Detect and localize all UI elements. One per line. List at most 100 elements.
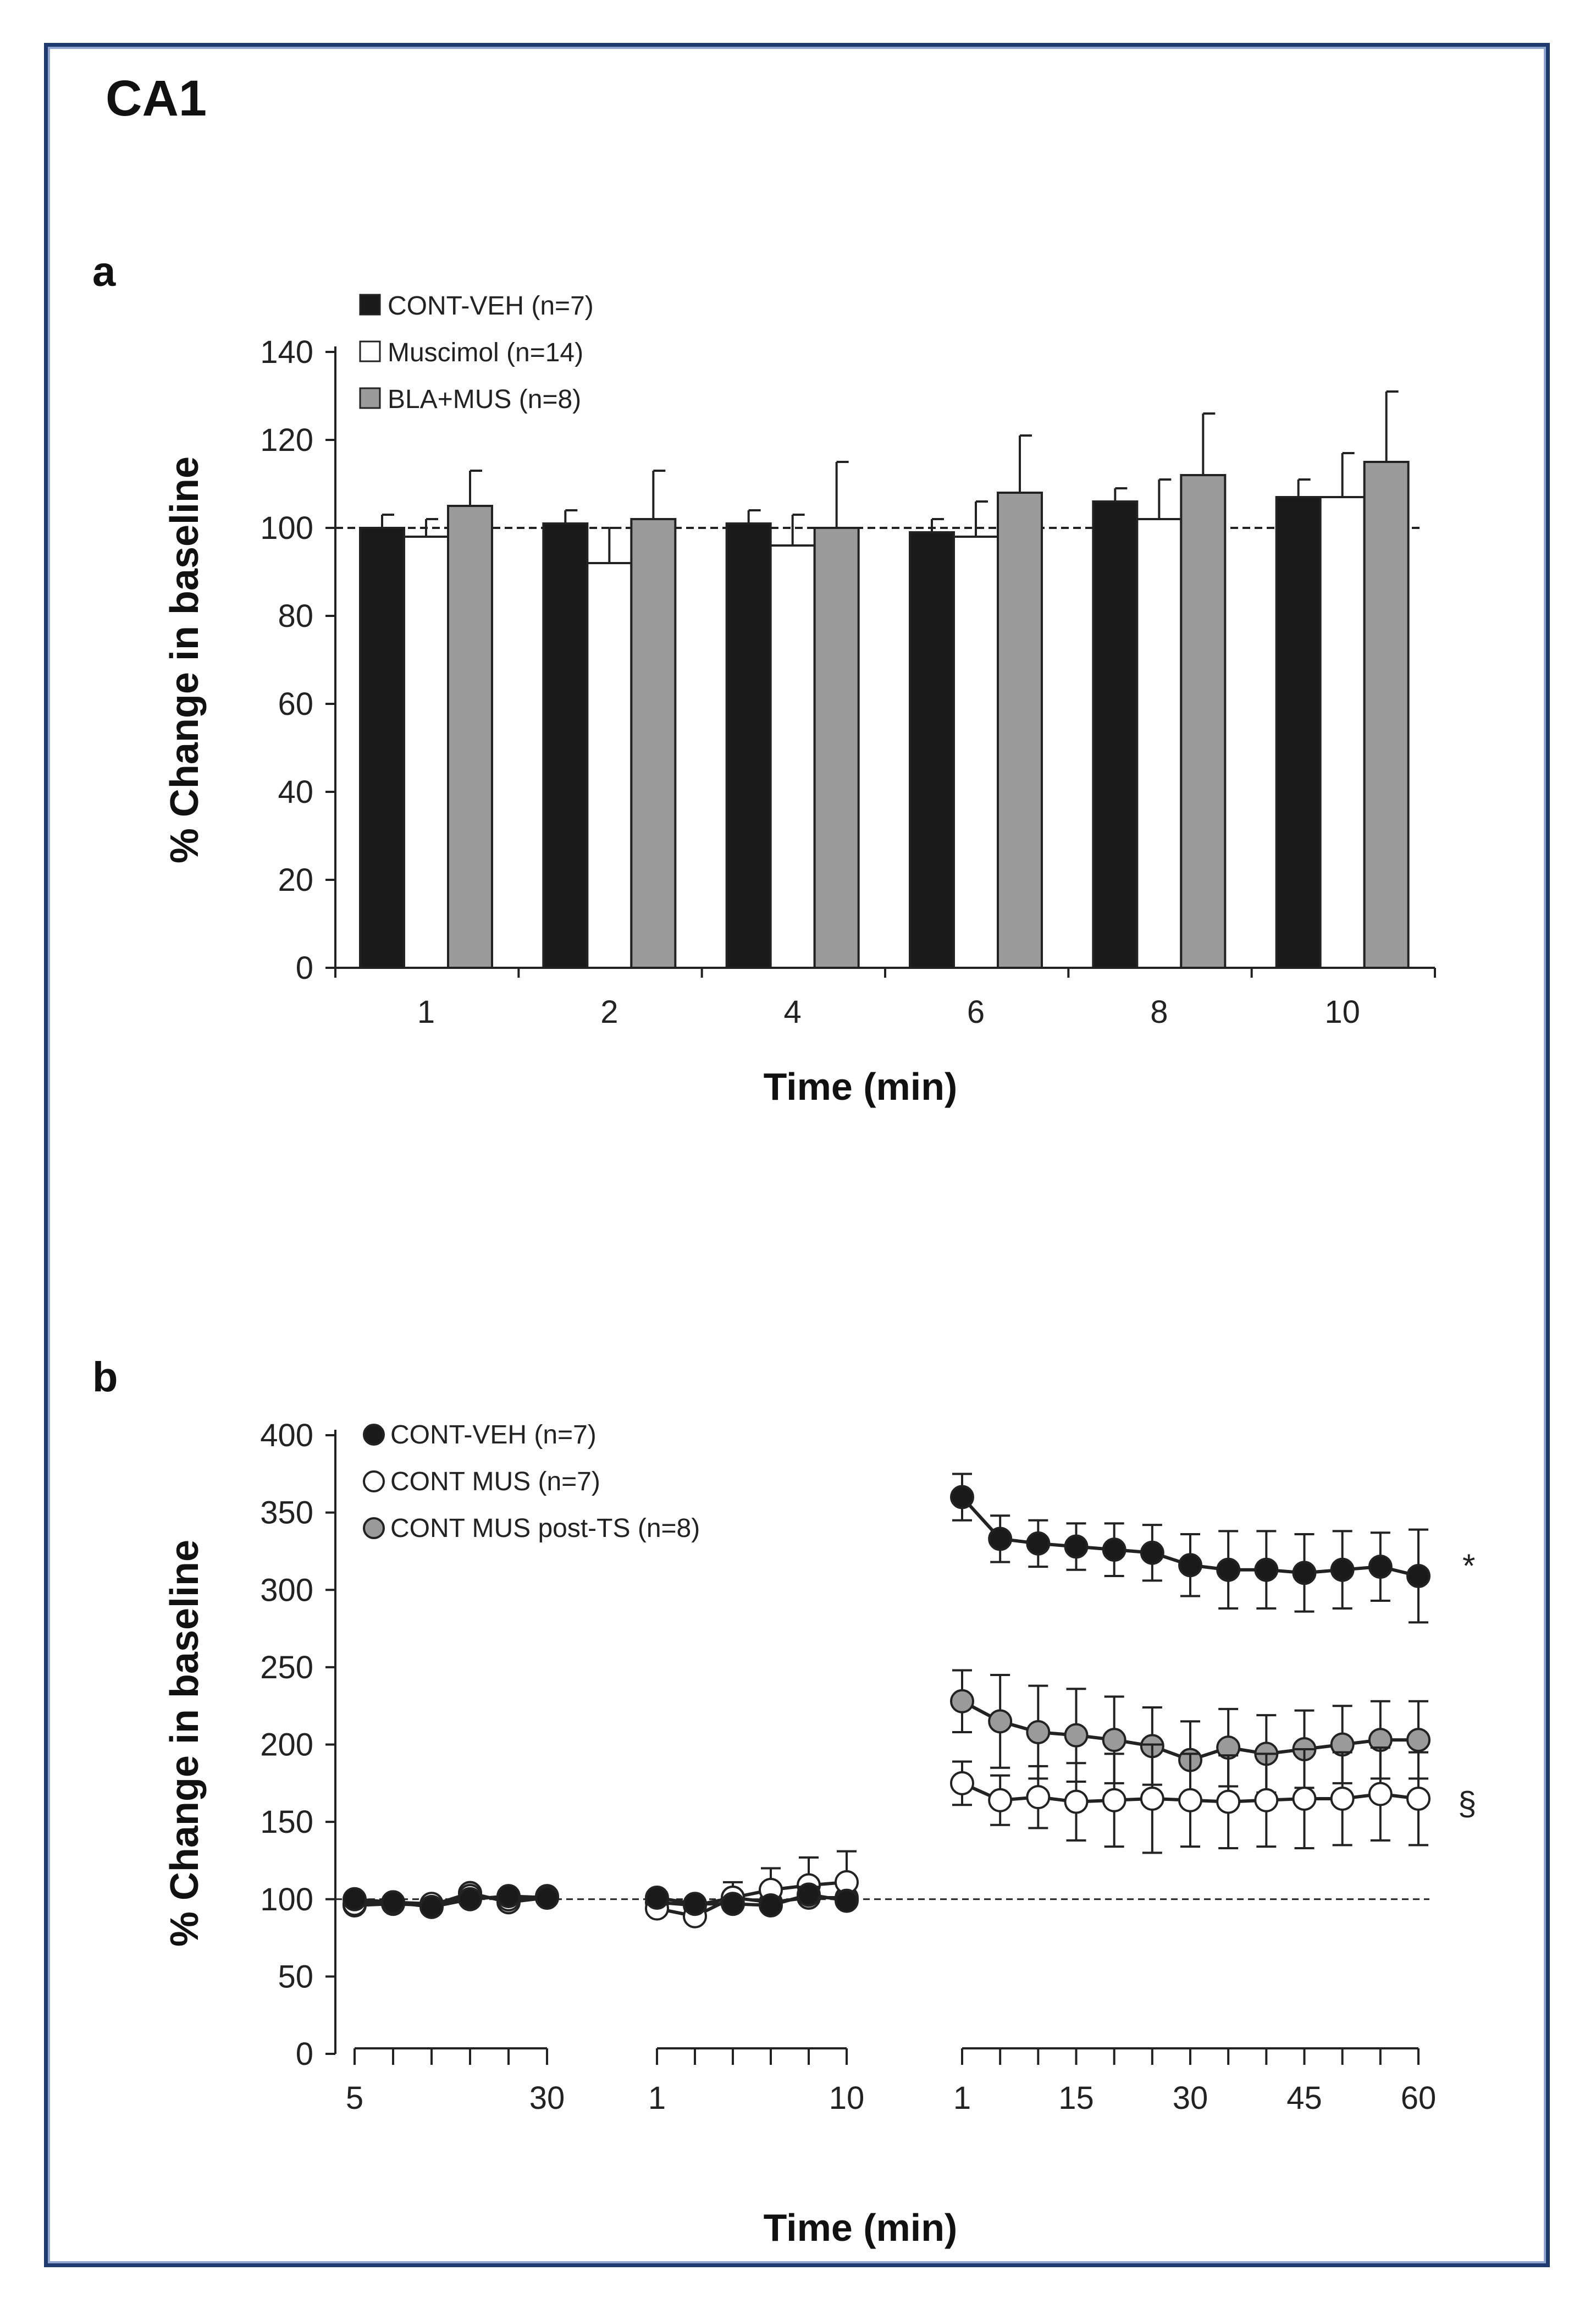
legend-marker (363, 1517, 385, 1539)
data-point (419, 1894, 444, 1919)
bar (630, 518, 677, 969)
data-point (950, 1771, 974, 1795)
bar (725, 522, 772, 969)
y-axis-title: % Change in baseline (163, 456, 207, 863)
legend-marker (363, 1424, 385, 1446)
data-point (1216, 1789, 1241, 1814)
data-point (759, 1893, 783, 1917)
bar (997, 492, 1043, 969)
x-tick-label: 10 (829, 2080, 865, 2116)
data-point (1292, 1561, 1317, 1585)
data-point (1140, 1786, 1164, 1811)
data-point (381, 1890, 405, 1915)
y-tick-label: 350 (260, 1495, 313, 1531)
data-point (458, 1887, 482, 1911)
legend-label: CONT MUS (n=7) (390, 1467, 600, 1496)
panel-a-label: a (92, 249, 116, 295)
data-point (1178, 1553, 1202, 1578)
data-point (1102, 1728, 1126, 1753)
data-point (1064, 1534, 1089, 1559)
data-point (1216, 1557, 1241, 1582)
bar (359, 527, 405, 969)
x-tick-label: 15 (1058, 2080, 1094, 2116)
data-point (1330, 1557, 1355, 1582)
y-tick-label: 120 (260, 422, 313, 458)
bar (1363, 461, 1410, 969)
legend-swatch (359, 340, 381, 362)
data-point (988, 1788, 1013, 1812)
data-point (950, 1485, 974, 1509)
legend-label: CONT MUS post-TS (n=8) (390, 1514, 700, 1543)
x-tick-label: 2 (600, 994, 618, 1030)
figure-frame (44, 43, 1550, 2267)
legend-swatch (359, 294, 381, 316)
y-tick-label: 150 (260, 1804, 313, 1840)
bar (447, 505, 493, 969)
line-chart-panel-b: 0 50 100 150 200 250 300 350 400 5 30 1 10 1 15 30 45 60 *… (163, 1418, 1476, 2249)
annotation-asterisk: * (1462, 1547, 1475, 1584)
bar (1275, 496, 1322, 969)
y-tick-label: 60 (278, 686, 313, 722)
data-point (1102, 1538, 1126, 1562)
x-tick-label: 60 (1401, 2080, 1437, 2116)
data-point (535, 1885, 559, 1910)
data-point (1406, 1563, 1431, 1588)
y-tick-label: 50 (278, 1959, 313, 1994)
x-tick-label: 5 (346, 2080, 363, 2116)
y-tick-label: 40 (278, 774, 313, 810)
bar (1180, 474, 1227, 969)
data-point (1368, 1782, 1393, 1806)
legend-label: Muscimol (n=14) (388, 338, 583, 367)
bar (542, 522, 589, 969)
data-point (721, 1892, 745, 1916)
bar (403, 536, 449, 969)
y-tick-label: 100 (260, 510, 313, 546)
y-tick-label: 20 (278, 862, 313, 898)
data-point (1292, 1786, 1317, 1811)
data-point (1406, 1786, 1431, 1811)
data-point (950, 1689, 974, 1713)
y-tick-label: 0 (296, 2036, 313, 2072)
data-point (1064, 1723, 1089, 1748)
data-point (1064, 1789, 1089, 1814)
data-point (1406, 1728, 1431, 1753)
y-tick-label: 80 (278, 598, 313, 634)
x-tick-label: 10 (1324, 994, 1360, 1030)
data-point (1140, 1540, 1164, 1565)
x-tick-label: 1 (417, 994, 435, 1030)
data-point (1330, 1786, 1355, 1811)
bar-chart-panel-a: 0 20 40 60 80 100 120 140 1 2 4 6 8 10 CONT-VEH (n=7) M… (163, 291, 1436, 1108)
y-tick-label: 400 (260, 1418, 313, 1453)
data-point (988, 1709, 1013, 1734)
data-point (1026, 1720, 1051, 1744)
data-point (1254, 1788, 1279, 1812)
panel-b-label: b (92, 1354, 118, 1401)
y-tick-label: 140 (260, 334, 313, 370)
bar (769, 544, 816, 969)
data-point (797, 1882, 821, 1907)
bar (1319, 496, 1366, 969)
x-tick-label: 4 (784, 994, 802, 1030)
x-tick-label: 8 (1150, 994, 1168, 1030)
data-point (645, 1885, 669, 1910)
legend-label: BLA+MUS (n=8) (388, 385, 581, 414)
legend-label: CONT-VEH (n=7) (388, 291, 594, 321)
y-tick-label: 200 (260, 1727, 313, 1763)
x-tick-label: 45 (1286, 2080, 1322, 2116)
bar (1136, 518, 1183, 969)
y-tick-label: 300 (260, 1572, 313, 1608)
bar (586, 562, 633, 969)
x-tick-label: 30 (529, 2080, 565, 2116)
data-point (683, 1892, 707, 1916)
bar (1092, 500, 1139, 969)
bar (813, 527, 860, 969)
data-point (343, 1887, 367, 1911)
y-tick-label: 100 (260, 1882, 313, 1917)
data-point (835, 1888, 859, 1913)
bar (909, 531, 955, 969)
bar (953, 536, 999, 969)
data-point (1254, 1557, 1279, 1582)
data-point (1026, 1785, 1051, 1810)
x-tick-label: 1 (648, 2080, 666, 2116)
